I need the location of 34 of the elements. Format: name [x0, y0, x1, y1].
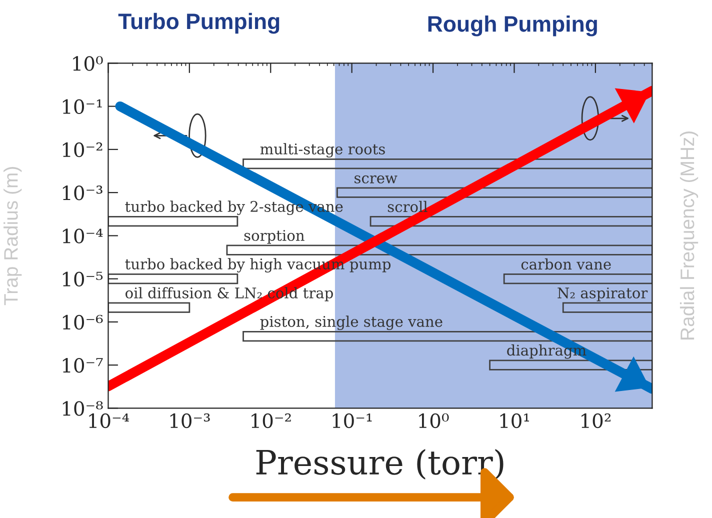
bar: [503, 274, 652, 284]
y-tick-label: 10⁰: [73, 56, 103, 71]
bar: [242, 331, 652, 342]
bar: [226, 244, 652, 256]
y-tick-label: 10⁻²: [62, 142, 102, 158]
data-label: piston, single stage vane: [260, 316, 442, 330]
y-tick-label: 10⁻¹: [62, 99, 102, 114]
data-label: sorption: [244, 230, 304, 244]
y-tick-label: 10⁻⁶: [62, 314, 103, 330]
text: Turbo Pumping: [118, 12, 280, 34]
bar: [108, 274, 238, 284]
bar: [108, 302, 190, 313]
bar: [108, 216, 238, 227]
data-label: multi-stage roots: [260, 143, 385, 158]
y-tick-label: 10⁻³: [62, 186, 102, 200]
data-label: scroll: [388, 200, 428, 212]
y-tick-label: 10⁻⁵: [62, 272, 103, 286]
x-axis-title: Pressure (torr): [256, 449, 504, 480]
text: Rough Pumping: [428, 15, 597, 36]
x-tick-label: 10²: [582, 413, 610, 428]
bar: [562, 302, 652, 313]
x-tick-label: 10⁻¹: [332, 413, 372, 428]
bar: [336, 187, 652, 198]
x-tick-label: 10¹: [500, 413, 529, 428]
data-label: N₂ aspirator: [558, 287, 648, 302]
x-tick-label: 10⁻³: [170, 413, 210, 428]
data-label: carbon vane: [521, 258, 611, 270]
data-label: screw: [354, 175, 398, 184]
x-tick-label: 10⁰: [419, 413, 449, 428]
bar: [242, 158, 652, 170]
y-tick-label: 10⁻⁷: [62, 358, 103, 373]
y-tick-label: 10⁻⁴: [62, 228, 103, 244]
x-tick-label: 10⁻²: [252, 413, 291, 428]
bar: [370, 216, 652, 227]
